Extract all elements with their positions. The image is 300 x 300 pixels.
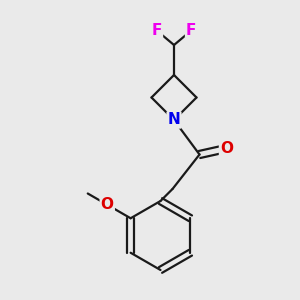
Text: F: F [152, 23, 162, 38]
Text: N: N [168, 112, 180, 128]
Text: O: O [220, 141, 233, 156]
Text: O: O [101, 197, 114, 212]
Text: F: F [186, 23, 196, 38]
